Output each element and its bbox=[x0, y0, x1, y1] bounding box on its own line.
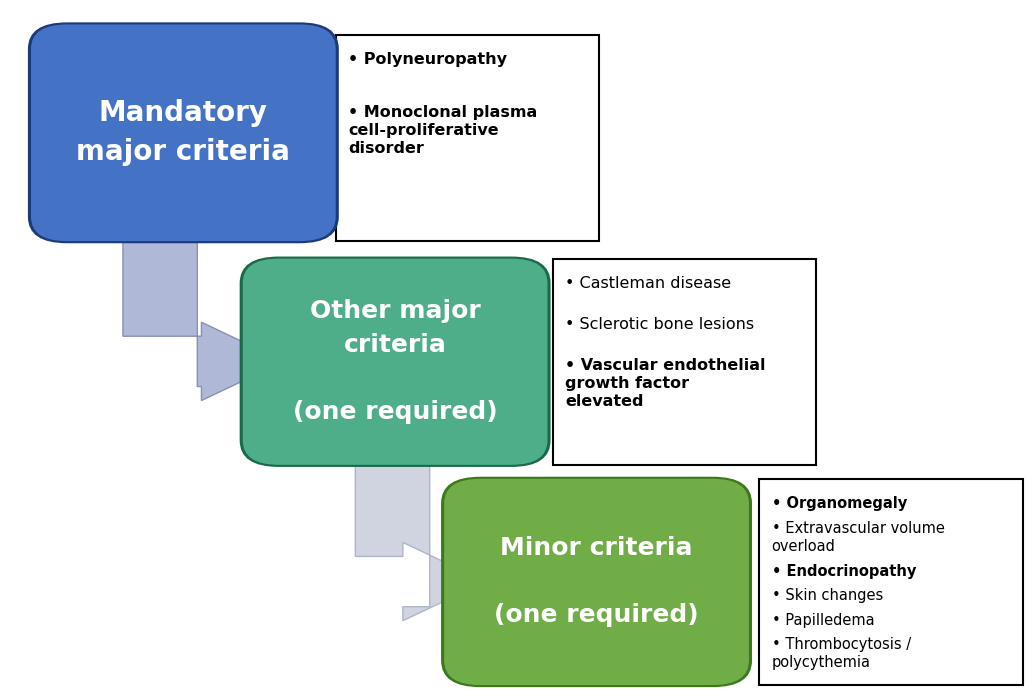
Bar bbox=[336, 35, 599, 241]
Text: • Extravascular volume
overload: • Extravascular volume overload bbox=[772, 521, 944, 554]
Text: • Skin changes: • Skin changes bbox=[772, 588, 883, 603]
Text: • Polyneuropathy: • Polyneuropathy bbox=[348, 52, 507, 67]
FancyBboxPatch shape bbox=[240, 257, 551, 467]
Text: • Castleman disease: • Castleman disease bbox=[565, 276, 731, 291]
Polygon shape bbox=[355, 465, 486, 621]
Bar bbox=[759, 479, 1023, 685]
Bar bbox=[553, 259, 816, 465]
Text: • Endocrinopathy: • Endocrinopathy bbox=[772, 563, 916, 579]
FancyBboxPatch shape bbox=[243, 259, 547, 465]
Text: • Thrombocytosis /
polycythemia: • Thrombocytosis / polycythemia bbox=[772, 637, 911, 670]
Text: Other major
criteria

(one required): Other major criteria (one required) bbox=[292, 299, 498, 424]
Text: • Monoclonal plasma
cell-proliferative
disorder: • Monoclonal plasma cell-proliferative d… bbox=[348, 105, 537, 156]
FancyBboxPatch shape bbox=[31, 24, 336, 241]
Text: • Papilledema: • Papilledema bbox=[772, 613, 874, 628]
Text: • Sclerotic bone lesions: • Sclerotic bone lesions bbox=[565, 317, 754, 332]
Text: • Organomegaly: • Organomegaly bbox=[772, 496, 907, 511]
Text: Mandatory
major criteria: Mandatory major criteria bbox=[76, 99, 290, 166]
Text: • Vascular endothelial
growth factor
elevated: • Vascular endothelial growth factor ele… bbox=[565, 358, 765, 409]
Polygon shape bbox=[123, 241, 284, 401]
FancyBboxPatch shape bbox=[28, 22, 339, 243]
FancyBboxPatch shape bbox=[444, 479, 749, 685]
Text: Minor criteria

(one required): Minor criteria (one required) bbox=[494, 536, 699, 628]
FancyBboxPatch shape bbox=[441, 477, 752, 687]
